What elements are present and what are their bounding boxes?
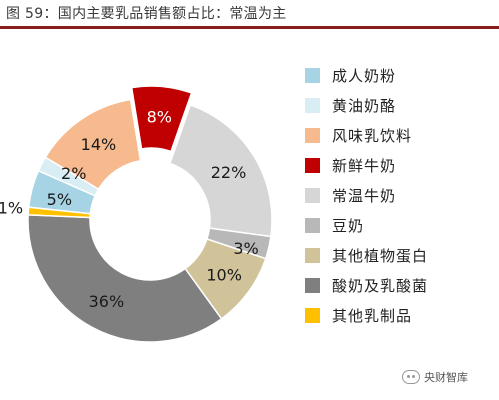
donut-slices [27, 85, 273, 343]
slice-8 [27, 214, 223, 343]
data-label-8: 36% [89, 292, 125, 311]
legend-item-1: 成人奶粉 [305, 60, 495, 90]
legend-item-8: 酸奶及乳酸菌 [305, 270, 495, 300]
data-label-4: 8% [147, 107, 172, 126]
legend-item-6: 豆奶 [305, 210, 495, 240]
watermark-text: 央财智库 [424, 371, 468, 384]
donut-chart: 5% 2% 14% 8% 22% 3% 10% 36% 1% [0, 85, 273, 343]
slice-4 [130, 85, 193, 153]
data-label-3: 14% [81, 135, 117, 154]
legend-item-2: 黄油奶酪 [305, 90, 495, 120]
legend-swatch [305, 247, 320, 263]
legend-item-3: 风味乳饮料 [305, 120, 495, 150]
chart-legend: 成人奶粉黄油奶酪风味乳饮料新鲜牛奶常温牛奶豆奶其他植物蛋白 酸奶及乳酸菌 其他乳制品 [305, 60, 495, 330]
legend-label: 酸奶及乳酸菌 [332, 276, 429, 295]
legend-swatch [305, 307, 320, 323]
slice-9 [27, 206, 92, 219]
wechat-icon [402, 370, 420, 384]
watermark: 央财智库 [402, 369, 468, 385]
legend-item-4: 新鲜牛奶 [305, 150, 495, 180]
data-label-6: 3% [233, 239, 258, 258]
legend-label: 常温牛奶 [332, 186, 397, 205]
legend-swatch [305, 277, 320, 293]
legend-swatch [305, 127, 320, 143]
legend-label: 豆奶 [332, 216, 365, 235]
legend-swatch [305, 97, 320, 113]
figure-title: 图 59：国内主要乳品销售额占比：常温为主 [6, 6, 287, 22]
legend-item-7: 其他植物蛋白 [305, 240, 495, 270]
legend-item-9: 其他乳制品 [305, 300, 495, 330]
legend-swatch [305, 157, 320, 173]
legend-label: 风味乳饮料 [332, 126, 413, 145]
data-label-9: 1% [0, 199, 23, 218]
data-label-7: 10% [206, 265, 242, 284]
title-underline [0, 26, 499, 29]
legend-label: 黄油奶酪 [332, 96, 397, 115]
data-labels: 5% 2% 14% 8% 22% 3% 10% 36% 1% [0, 107, 259, 311]
legend-swatch [305, 67, 320, 83]
legend-label: 其他植物蛋白 [332, 246, 429, 265]
legend-label: 其他乳制品 [332, 306, 413, 325]
legend-label: 新鲜牛奶 [332, 156, 397, 175]
data-label-1: 5% [47, 190, 72, 209]
legend-swatch [305, 187, 320, 203]
slice-3 [44, 98, 142, 191]
data-label-2: 2% [61, 164, 86, 183]
data-label-5: 22% [211, 163, 247, 182]
slice-5 [168, 103, 273, 238]
legend-item-5: 常温牛奶 [305, 180, 495, 210]
legend-swatch [305, 217, 320, 233]
legend-label: 成人奶粉 [332, 66, 397, 85]
